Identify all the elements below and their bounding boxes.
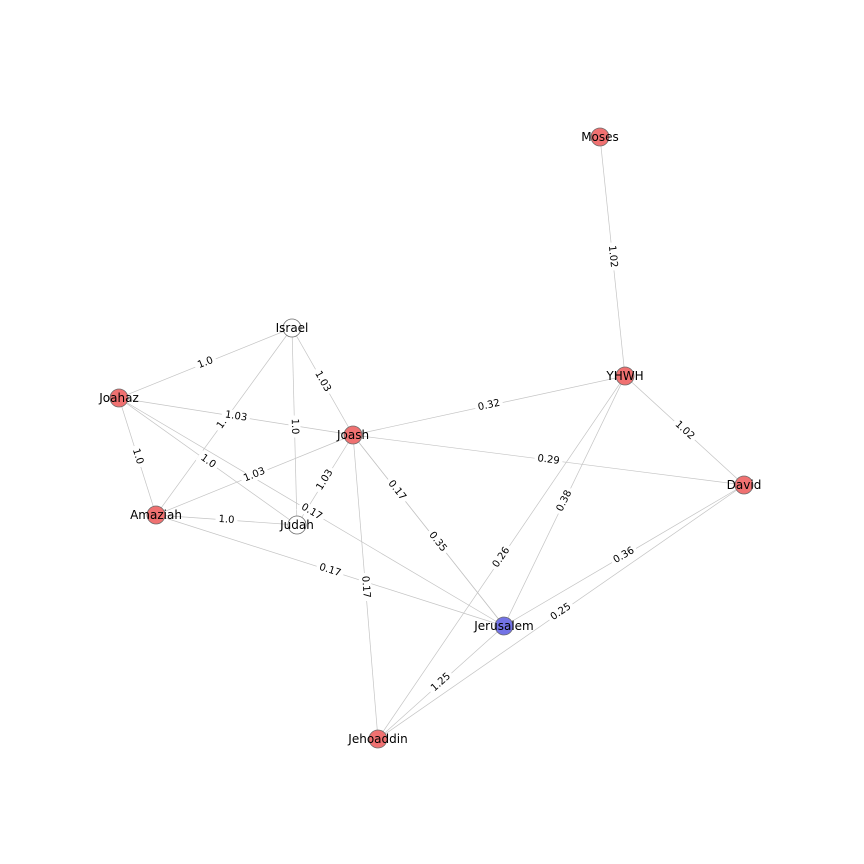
edge-label-background bbox=[670, 416, 699, 445]
node-circle[interactable] bbox=[146, 505, 166, 525]
edge-label-background bbox=[426, 668, 456, 697]
edge-weight-text: 1.03 bbox=[224, 409, 248, 423]
edge-label-joash-jerusalem: 0.17 bbox=[383, 475, 411, 506]
edge-label-moses-yhwh: 1.02 bbox=[605, 241, 620, 272]
node-jerusalem[interactable]: Jerusalem bbox=[473, 616, 534, 636]
edge-label-layer: 1.02 1.02 0.32 0.38 0.26 0.29 0.36 0.25 1.0 1.03 1… bbox=[128, 241, 699, 697]
edge-joash-jerusalem bbox=[352, 434, 505, 627]
edge-label-yhwh-joash: 0.32 bbox=[474, 396, 504, 415]
node-label: Joahaz bbox=[98, 391, 139, 405]
node-circle[interactable] bbox=[343, 425, 363, 445]
edge-label-background bbox=[605, 241, 620, 272]
node-label: Amaziah bbox=[130, 508, 182, 522]
node-layer: Moses YHWH David Israel Joahaz Joash Amaziah Ju… bbox=[98, 127, 762, 749]
edge-label-joahaz-amaziah: 1.0 bbox=[128, 444, 147, 469]
edge-label-background bbox=[310, 366, 335, 397]
edge-label-background bbox=[533, 452, 564, 468]
node-label: YHWH bbox=[605, 369, 643, 383]
node-label: David bbox=[727, 478, 762, 492]
edge-label-background bbox=[215, 513, 238, 527]
edge-weight-text: 0.17 bbox=[359, 575, 372, 598]
edge-label-background bbox=[312, 464, 338, 496]
edge-label-background bbox=[474, 396, 504, 415]
edge-label-israel-joahaz: 1.0 bbox=[193, 353, 218, 373]
node-circle[interactable] bbox=[368, 729, 388, 749]
edge-label-background bbox=[314, 560, 346, 581]
node-label: Jehoaddin bbox=[347, 732, 407, 746]
node-label: Moses bbox=[581, 130, 619, 144]
edge-label-yhwh-jehoaddin: 0.26 bbox=[488, 542, 515, 573]
edge-label-background bbox=[296, 499, 327, 525]
node-label: Joash bbox=[336, 428, 369, 442]
edge-label-amaziah-judah: 1.0 bbox=[215, 513, 238, 527]
edge-weight-text: 1.0 bbox=[130, 447, 145, 465]
edge-label-yhwh-jerusalem: 0.38 bbox=[553, 485, 576, 517]
edge-label-background bbox=[221, 408, 251, 425]
edge-label-background bbox=[553, 485, 576, 517]
edge-label-israel-judah: 1.0 bbox=[288, 415, 301, 438]
edge-label-david-jerusalem: 0.36 bbox=[608, 543, 640, 568]
edge-label-joahaz-judah: 1.0 bbox=[195, 450, 221, 473]
node-label: Israel bbox=[276, 321, 309, 335]
edge-weight-text: 0.29 bbox=[537, 453, 560, 467]
node-circle[interactable] bbox=[109, 388, 129, 408]
edge-label-background bbox=[383, 475, 411, 506]
node-israel[interactable]: Israel bbox=[276, 318, 309, 338]
edge-label-joash-jehoaddin: 0.17 bbox=[358, 572, 373, 602]
node-moses[interactable]: Moses bbox=[581, 127, 619, 147]
node-circle[interactable] bbox=[734, 475, 754, 495]
node-label: Judah bbox=[279, 518, 314, 532]
node-david[interactable]: David bbox=[727, 475, 762, 495]
edge-weight-text: 0.32 bbox=[477, 398, 501, 413]
node-amaziah[interactable]: Amaziah bbox=[130, 505, 182, 525]
edge-label-background bbox=[195, 450, 221, 473]
node-circle[interactable] bbox=[494, 616, 514, 636]
edge-label-jerusalem-jehoaddin: 1.25 bbox=[426, 668, 456, 697]
edge-label-background bbox=[546, 599, 576, 625]
edge-label-background bbox=[193, 353, 218, 373]
edge-weight-text: 1.02 bbox=[606, 245, 619, 268]
edge-label-joash-jerusalem: 0.35 bbox=[424, 527, 451, 557]
edge-layer bbox=[118, 136, 745, 740]
node-yhwh[interactable]: YHWH bbox=[605, 366, 644, 386]
node-joahaz[interactable]: Joahaz bbox=[98, 388, 139, 408]
edge-label-amaziah-jerusalem: 0.17 bbox=[314, 560, 346, 581]
edge-label-david-jehoaddin: 0.25 bbox=[546, 599, 576, 625]
node-label: Jerusalem bbox=[473, 619, 533, 633]
edge-weight-text: 0.38 bbox=[555, 489, 575, 514]
edge-label-background bbox=[128, 444, 147, 469]
node-circle[interactable] bbox=[590, 127, 610, 147]
edge-label-joash-judah: 1.03 bbox=[312, 464, 338, 496]
node-circle[interactable] bbox=[287, 515, 307, 535]
edge-label-background bbox=[424, 527, 451, 557]
node-jehoaddin[interactable]: Jehoaddin bbox=[347, 729, 408, 749]
edge-weight-text: 1.03 bbox=[312, 369, 333, 394]
edge-weight-text: 1.0 bbox=[289, 418, 300, 434]
node-circle[interactable] bbox=[282, 318, 302, 338]
edge-label-david-joash: 0.29 bbox=[533, 452, 564, 468]
node-judah[interactable]: Judah bbox=[279, 515, 314, 535]
edge-label-background bbox=[239, 464, 270, 486]
edge-label-background bbox=[358, 572, 373, 602]
edge-label-yhwh-david: 1.02 bbox=[670, 416, 699, 445]
edge-weight-text: 1.03 bbox=[242, 466, 267, 485]
edge-label-background bbox=[608, 543, 640, 568]
edge-label-joash-amaziah: 1.03 bbox=[239, 464, 270, 486]
edge-label-israel-joash: 1.03 bbox=[310, 366, 335, 397]
edge-weight-text: 1.0 bbox=[218, 514, 235, 526]
edge-label-background bbox=[288, 415, 301, 438]
node-circle[interactable] bbox=[615, 366, 635, 386]
node-joash[interactable]: Joash bbox=[336, 425, 369, 445]
edge-label-joahaz-joash: 1.03 bbox=[221, 408, 251, 425]
edge-label-background bbox=[488, 542, 515, 573]
